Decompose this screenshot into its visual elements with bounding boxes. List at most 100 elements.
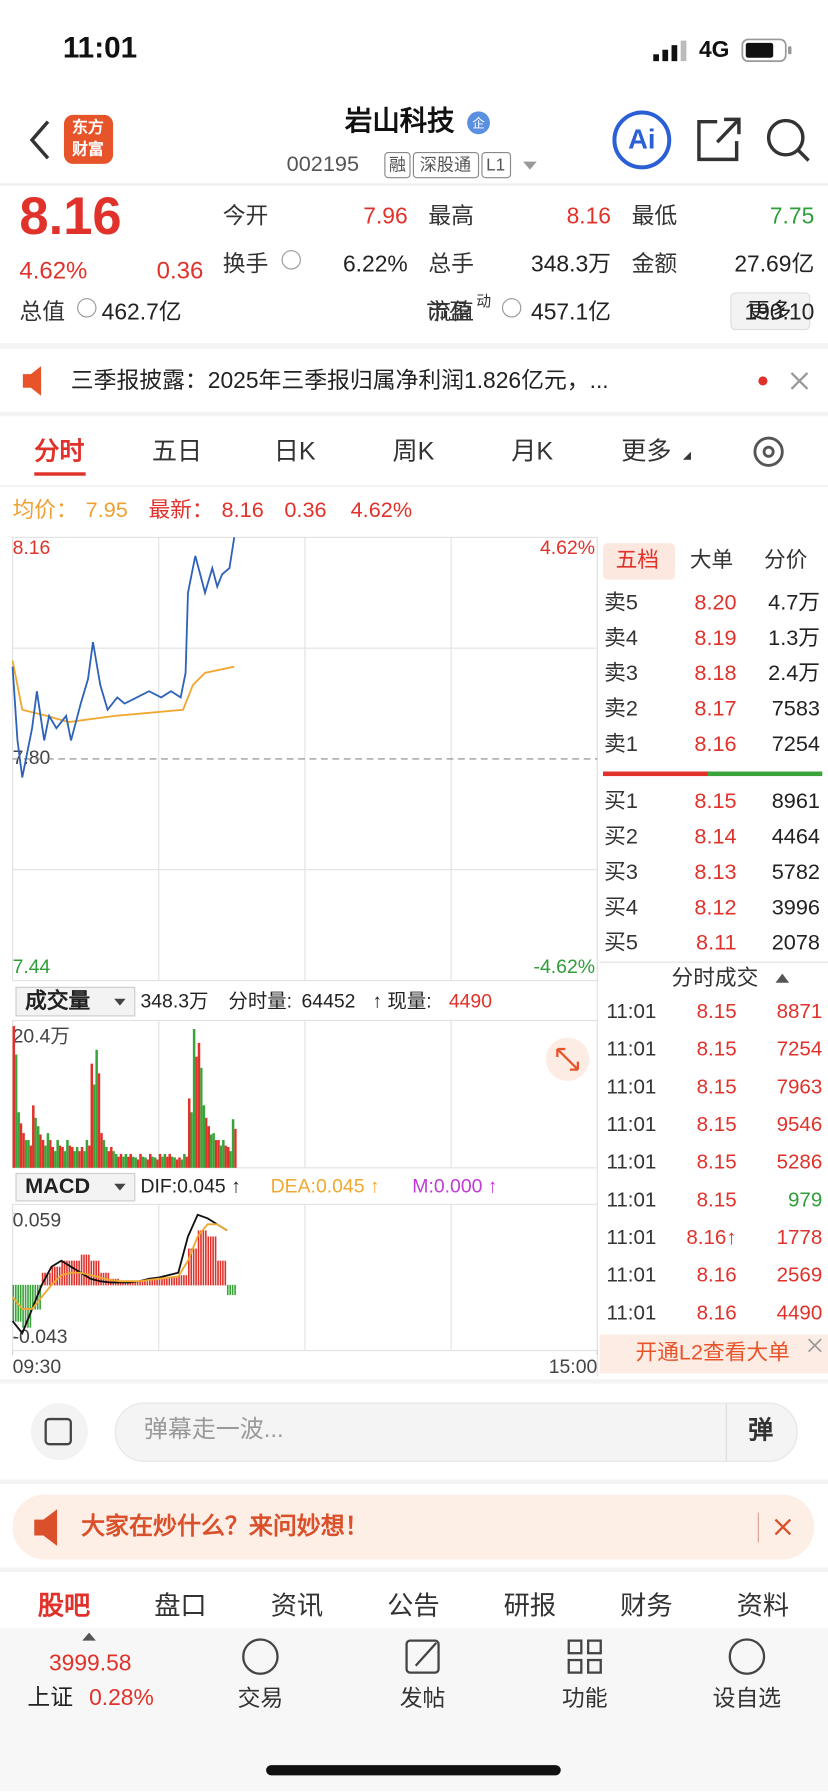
tab[interactable]: 日K: [274, 438, 316, 466]
tab[interactable]: 分时: [34, 438, 84, 466]
banner-text[interactable]: 大家在炒什么？来问妙想！: [81, 1512, 369, 1540]
info-icon[interactable]: [501, 298, 522, 318]
l2-label[interactable]: 开通L2查看大单: [636, 1340, 790, 1365]
sub-tab[interactable]: 盘口: [154, 1590, 207, 1620]
field-label-sup: 动: [476, 293, 491, 310]
volume-bar-gap: [171, 1156, 174, 1168]
close-button[interactable]: [774, 1518, 792, 1536]
logo-text: 东方: [72, 118, 104, 137]
selector-label: 成交量: [25, 988, 90, 1013]
nav-item[interactable]: 设自选: [713, 1685, 782, 1711]
field-value: 6.22%: [343, 251, 408, 277]
l2-banner[interactable]: [599, 1334, 828, 1374]
macd-bar: [88, 1254, 90, 1286]
share-button[interactable]: [697, 117, 741, 162]
macd-bar: [180, 1275, 183, 1286]
network: 4G: [699, 36, 729, 62]
macd-bar: [231, 1284, 234, 1296]
settings-button[interactable]: [753, 436, 784, 467]
macd-bar: [41, 1272, 44, 1286]
tab[interactable]: 周K: [392, 438, 434, 466]
close-button[interactable]: [807, 1338, 822, 1353]
volume-bar: [80, 1146, 84, 1168]
volume-bar-gap: [97, 1073, 101, 1168]
selector-box[interactable]: [15, 1172, 136, 1202]
info-icon[interactable]: [77, 298, 97, 318]
macd-bar: [90, 1260, 93, 1286]
divider: [0, 1379, 828, 1384]
field-label: 金额: [632, 251, 678, 277]
nav-item[interactable]: 交易: [238, 1685, 284, 1711]
volume-bar: [90, 1063, 94, 1168]
book-price: 8.14: [694, 823, 736, 848]
macd-bar: [139, 1281, 141, 1286]
sub-tab[interactable]: 股吧: [38, 1590, 91, 1620]
volume-bar: [46, 1133, 50, 1168]
trade-time: 11:01: [606, 1301, 656, 1324]
tag: 深股通: [420, 155, 471, 175]
search-button[interactable]: [766, 118, 810, 162]
ai-button[interactable]: Ai: [612, 110, 672, 170]
send-button[interactable]: 弹: [748, 1416, 773, 1444]
tab[interactable]: 更多: [621, 438, 671, 466]
expand-button[interactable]: [545, 1037, 590, 1082]
dropdown-arrow[interactable]: [523, 161, 537, 170]
close-button[interactable]: [790, 372, 809, 390]
info-icon[interactable]: [281, 250, 301, 270]
book-price: 8.16: [694, 731, 736, 756]
volume-bar-gap: [83, 1151, 86, 1168]
comment-icon[interactable]: [30, 1403, 88, 1461]
book-price: 8.18: [694, 660, 736, 685]
macd-bar: [205, 1230, 207, 1286]
macd-bar: [49, 1272, 51, 1286]
sub-tab[interactable]: 资讯: [271, 1590, 324, 1620]
sub-tab[interactable]: 公告: [387, 1590, 440, 1620]
volume-bar: [222, 1140, 225, 1168]
field-value: 7.96: [363, 203, 407, 229]
sub-tab[interactable]: 财务: [620, 1590, 673, 1620]
volume-bar-gap: [122, 1156, 125, 1168]
divider: [0, 343, 828, 349]
selector-box[interactable]: [15, 986, 136, 1017]
sub-tab[interactable]: 研报: [504, 1590, 557, 1620]
field-value: 27.69亿: [734, 251, 814, 277]
book-tab[interactable]: 分价: [764, 547, 808, 572]
more-button[interactable]: [730, 292, 811, 331]
volume-bar: [32, 1105, 35, 1168]
book-volume: 4464: [772, 823, 820, 848]
volume-bar: [183, 1153, 186, 1168]
tag: L1: [486, 155, 505, 175]
tab[interactable]: 五日: [152, 438, 202, 466]
book-level: 买1: [604, 788, 638, 813]
expand-arrow[interactable]: [82, 1632, 96, 1641]
macd-bar: [207, 1236, 210, 1286]
tab[interactable]: 月K: [511, 438, 553, 466]
y2-tick-label: 4.62%: [540, 537, 595, 559]
more-button-label[interactable]: 更多: [748, 298, 791, 323]
macd-bar: [92, 1260, 95, 1286]
volume-bar: [217, 1140, 220, 1168]
book-price: 8.12: [694, 894, 736, 919]
sort-arrow[interactable]: [775, 973, 790, 983]
svg-text:Ai: Ai: [628, 123, 655, 154]
avg-value: 7.95: [86, 497, 128, 522]
field-value: 7.75: [770, 203, 814, 229]
nav-item[interactable]: 发帖: [400, 1685, 446, 1711]
trade-volume: 9546: [777, 1113, 823, 1136]
trade-time: 11:01: [606, 1188, 656, 1211]
comment-input[interactable]: [114, 1402, 798, 1462]
tab-highlight: [603, 543, 675, 580]
stock-code: 002195: [287, 151, 359, 176]
macd-bar: [141, 1281, 144, 1286]
book-tab[interactable]: 五档: [616, 547, 659, 572]
book-price: 8.17: [694, 696, 736, 721]
nav-item[interactable]: 功能: [562, 1685, 608, 1711]
back-button[interactable]: [29, 120, 50, 160]
sub-tab[interactable]: 资料: [737, 1590, 790, 1620]
book-tab[interactable]: 大单: [690, 547, 733, 572]
speaker-icon: [22, 366, 42, 396]
ask-banner[interactable]: [12, 1494, 815, 1560]
volume-bar-gap: [44, 1145, 47, 1168]
book-volume: 5782: [772, 859, 820, 884]
